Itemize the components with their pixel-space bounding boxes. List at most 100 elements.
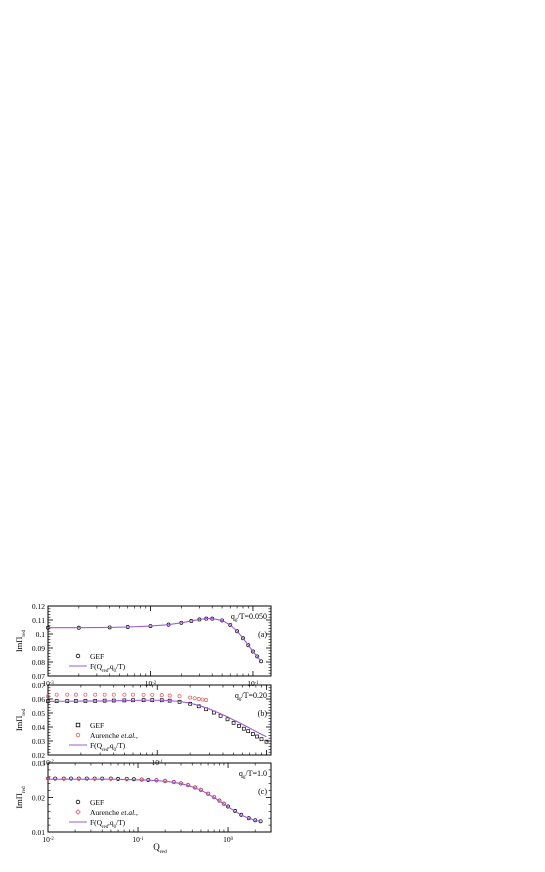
data-point: [92, 776, 98, 782]
x-axis-label: Qred: [153, 842, 167, 855]
parameter-label: q0/T=0.20: [235, 691, 267, 703]
panel-label: (c): [258, 787, 267, 796]
data-point: [233, 809, 238, 813]
legend-label: Aurenche et.al.,: [90, 731, 138, 740]
data-point: [192, 696, 197, 701]
data-point: [122, 692, 127, 697]
data-point: [159, 693, 164, 698]
x-tick-label: 10-2: [145, 679, 157, 688]
y-tick-label: 0.07: [32, 681, 45, 690]
legend-swatch: [75, 653, 81, 659]
data-point: [255, 734, 259, 739]
data-point: [241, 726, 246, 731]
legend-label: GEF: [90, 798, 104, 807]
data-point: [108, 776, 114, 782]
data-point: [139, 777, 145, 783]
data-point: [237, 724, 241, 728]
data-point: [239, 812, 244, 817]
series-1: [48, 618, 262, 662]
data-point: [241, 636, 245, 641]
series-line: [48, 618, 262, 662]
x-tick-label: 10-1: [247, 679, 259, 688]
data-point: [200, 697, 205, 702]
data-point: [83, 692, 88, 697]
data-point: [188, 695, 193, 700]
x-tick-label: 10-1: [132, 835, 144, 844]
data-point: [228, 622, 233, 627]
series-0: [46, 616, 264, 664]
data-point: [124, 776, 130, 782]
legend-label: F(Qred,q0/T): [90, 818, 126, 830]
data-point: [264, 739, 269, 744]
data-point: [84, 776, 89, 781]
data-point: [131, 692, 135, 697]
y-tick-label: 0.01: [32, 828, 45, 837]
data-point: [196, 697, 201, 701]
data-point: [100, 776, 105, 781]
x-tick-label: 100: [223, 835, 234, 844]
data-point: [235, 629, 240, 634]
data-point: [76, 776, 82, 782]
legend-label: GEF: [90, 721, 104, 730]
data-point: [111, 692, 116, 697]
legend-swatch: [75, 722, 81, 728]
parameter-label: q0/T=0.050: [231, 612, 267, 624]
data-point: [246, 729, 251, 734]
y-tick-label: 0.05: [32, 709, 45, 718]
data-point: [226, 804, 230, 809]
data-point: [162, 778, 168, 784]
data-point: [69, 776, 73, 781]
legend-swatch: [75, 732, 81, 738]
series-line: [47, 699, 267, 738]
data-point: [153, 777, 159, 783]
legend-swatch: [75, 809, 81, 815]
data-point: [251, 649, 255, 654]
data-point: [167, 693, 172, 698]
y-tick-label: 0.02: [32, 751, 45, 760]
legend-label: Aurenche et.al.,: [90, 808, 138, 817]
x-tick-label: 10-2: [42, 758, 54, 767]
data-point: [150, 692, 155, 697]
data-point: [259, 659, 264, 664]
parameter-label: q0/T=1.0: [239, 769, 267, 781]
series-1: [45, 776, 227, 807]
data-point: [45, 776, 51, 782]
series-1: [46, 692, 209, 703]
y-tick-label: 0.04: [32, 723, 45, 732]
data-point: [177, 694, 182, 699]
data-point: [204, 698, 209, 703]
data-point: [250, 732, 255, 736]
series-2: [48, 778, 261, 822]
y-tick-label: 0.09: [32, 644, 45, 653]
plot-frame: [47, 684, 272, 756]
data-point: [178, 780, 184, 786]
y-tick-label: 0.03: [32, 737, 45, 746]
y-tick-label: 0.03: [32, 759, 45, 768]
data-point: [46, 694, 50, 699]
data-point: [102, 692, 107, 697]
data-point: [53, 776, 58, 781]
y-tick-label: 0.06: [32, 695, 45, 704]
data-point: [259, 737, 264, 742]
panel-label: (b): [258, 709, 268, 718]
series-2: [47, 699, 267, 738]
data-point: [54, 692, 59, 697]
data-point: [65, 692, 70, 697]
panel-a: 0.07 0.08 0.09 0.1 0.11 0.12 10-3 10-2 10-1 q0/T=…: [14, 602, 272, 688]
data-point: [231, 720, 236, 725]
data-point: [93, 692, 98, 697]
y-axis-label: ImΠred: [14, 786, 27, 809]
y-tick-label: 0.1: [36, 630, 46, 639]
data-point: [185, 782, 191, 788]
series-0: [46, 776, 263, 824]
legend-label: F(Qred,q0/T): [90, 662, 126, 674]
data-point: [225, 717, 230, 722]
series-line: [48, 778, 261, 822]
data-point: [255, 654, 260, 659]
data-point: [141, 692, 146, 697]
data-point: [61, 776, 67, 782]
data-point: [246, 643, 251, 648]
